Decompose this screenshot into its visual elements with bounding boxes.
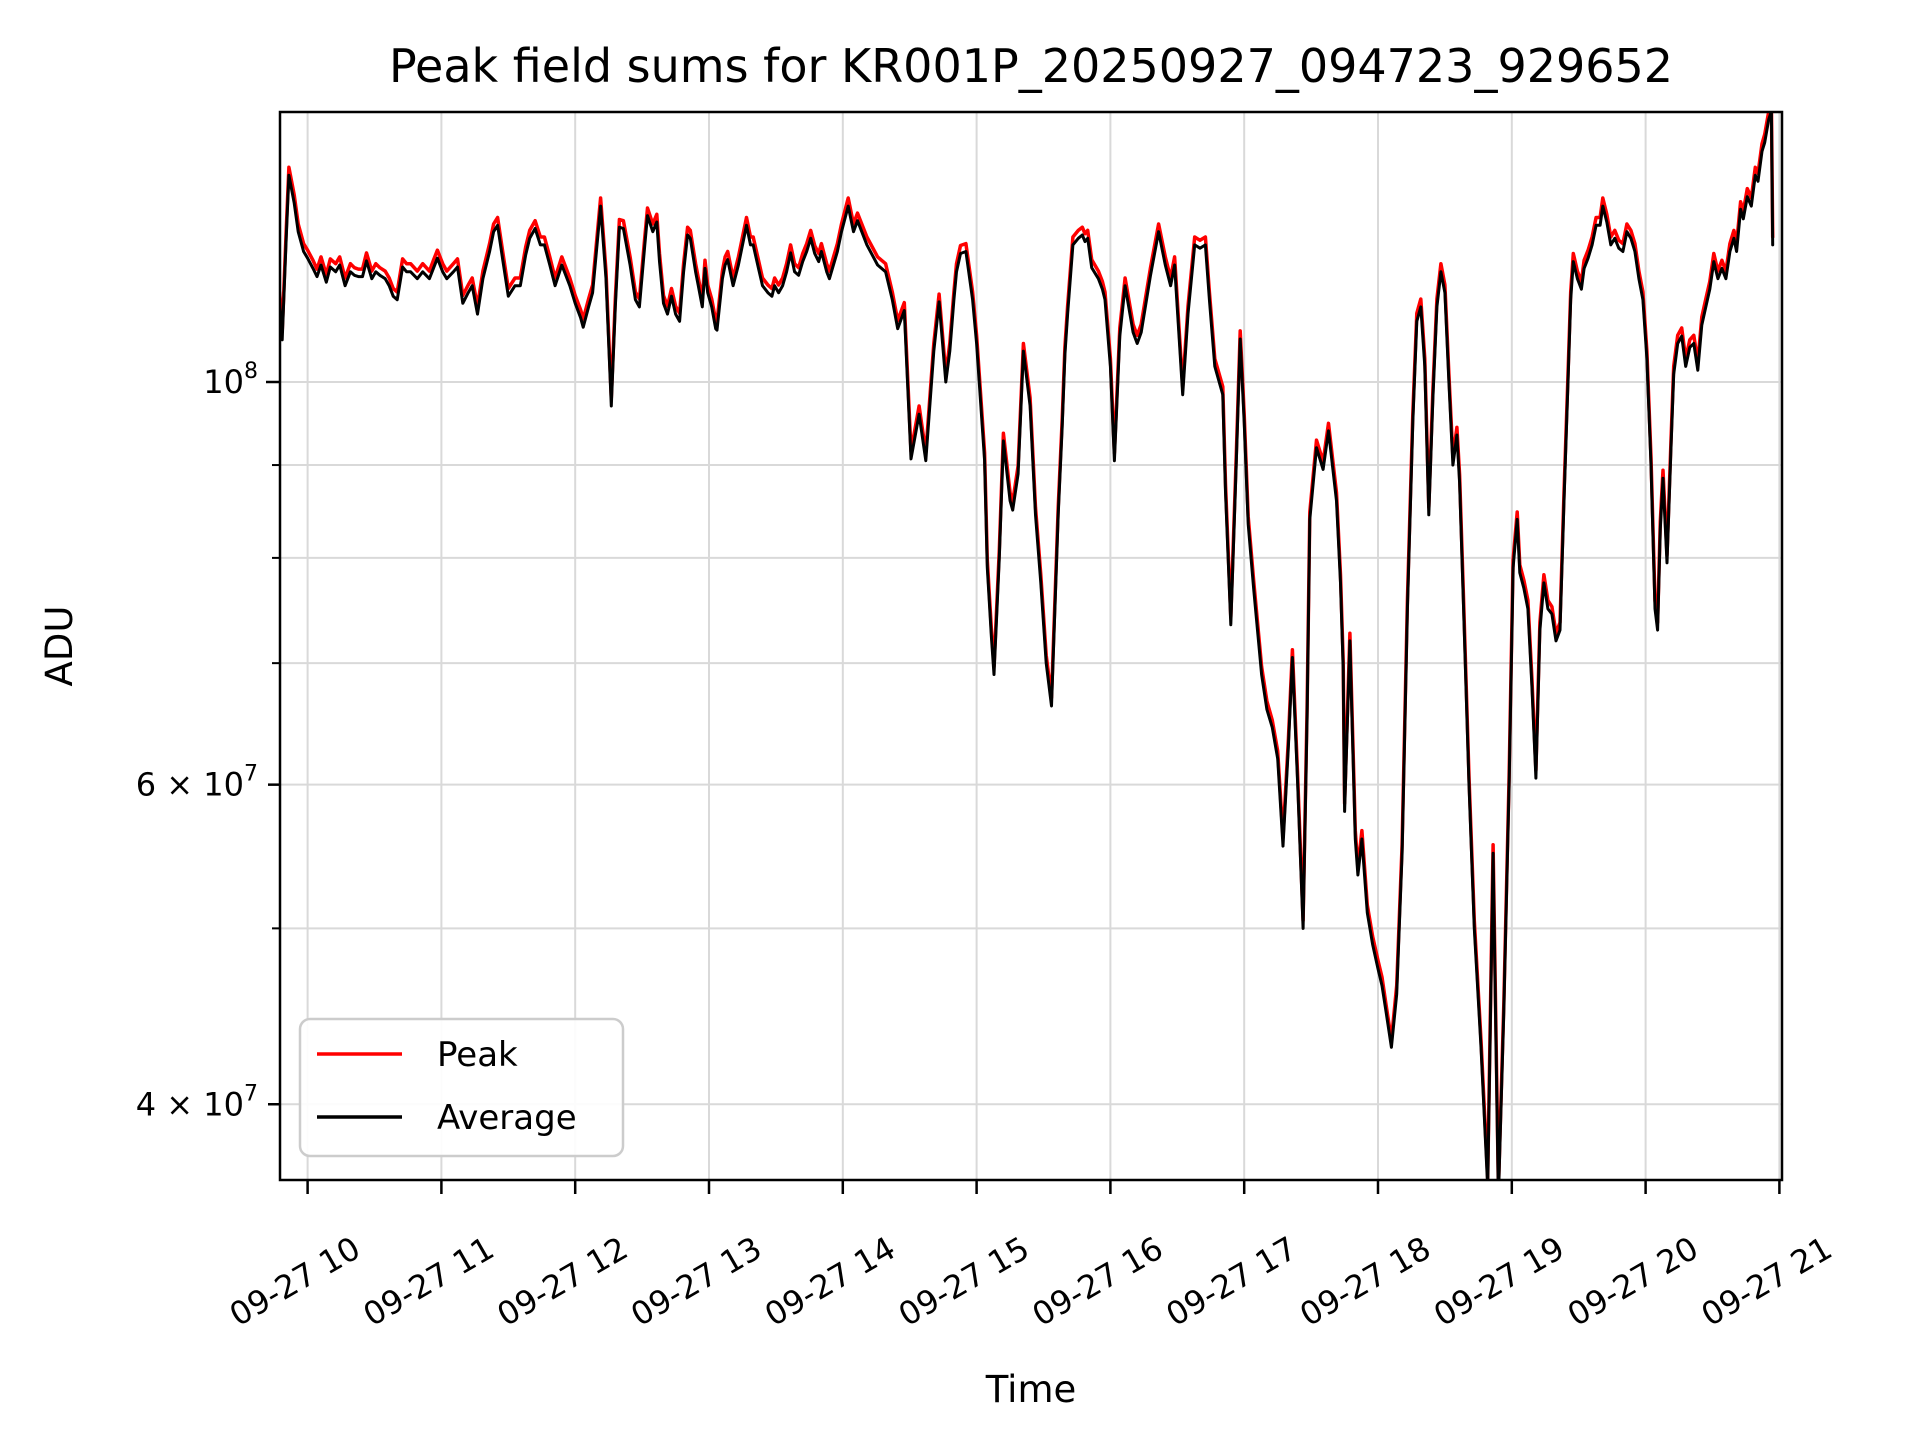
y-axis-label: ADU [38, 606, 81, 687]
y-tick-label: 108 [203, 359, 258, 401]
x-tick-label: 09-27 21 [1695, 1229, 1839, 1334]
x-tick-label: 09-27 10 [223, 1229, 367, 1334]
x-tick-label: 09-27 20 [1561, 1229, 1705, 1334]
chart-title: Peak field sums for KR001P_20250927_0947… [389, 39, 1673, 93]
series-line-average [280, 112, 1775, 1180]
data-series [280, 112, 1775, 1180]
x-tick-label: 09-27 17 [1160, 1229, 1304, 1334]
legend-peak-label: Peak [437, 1035, 518, 1075]
x-tick-label: 09-27 14 [758, 1229, 902, 1334]
y-tick-label: 4 × 107 [136, 1081, 258, 1123]
x-tick-label: 09-27 13 [624, 1229, 768, 1334]
x-tick-label: 09-27 11 [357, 1229, 501, 1334]
axis-ticks [266, 380, 1781, 1194]
gridlines [280, 112, 1782, 1180]
x-tick-label: 09-27 18 [1293, 1229, 1437, 1334]
legend-average-label: Average [437, 1098, 577, 1138]
x-tick-label: 09-27 16 [1026, 1229, 1170, 1334]
x-axis-label: Time [985, 1368, 1077, 1411]
y-tick-label: 6 × 107 [136, 762, 258, 804]
x-tick-label: 09-27 19 [1427, 1229, 1571, 1334]
x-tick-label: 09-27 15 [892, 1229, 1036, 1334]
x-tick-label: 09-27 12 [491, 1229, 635, 1334]
legend: Peak Average [298, 1017, 625, 1158]
plot-border [278, 110, 1784, 1182]
